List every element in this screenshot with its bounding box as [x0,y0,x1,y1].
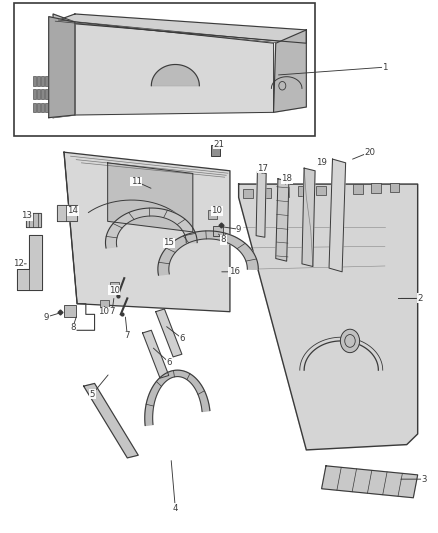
Polygon shape [57,205,77,221]
Text: 9: 9 [236,225,241,234]
Bar [316,185,326,195]
Bar [33,103,36,112]
Text: 8: 8 [221,236,226,245]
Bar [390,182,399,192]
Polygon shape [158,231,258,275]
Polygon shape [108,163,193,232]
Bar [261,188,271,198]
Text: 12: 12 [13,260,24,268]
Bar [64,305,76,317]
Text: 10: 10 [109,286,120,295]
Text: 8: 8 [70,323,75,332]
Text: 18: 18 [281,174,292,183]
Bar [37,103,40,112]
Text: 10: 10 [98,307,109,316]
Polygon shape [329,159,346,272]
Text: 15: 15 [163,238,174,247]
Bar [213,226,223,236]
Text: 21: 21 [213,140,225,149]
Polygon shape [143,330,169,378]
Circle shape [340,329,360,353]
Polygon shape [53,14,75,118]
Text: 16: 16 [229,268,240,276]
Polygon shape [49,17,75,118]
Text: 10: 10 [211,206,223,215]
Polygon shape [145,370,210,425]
Bar [371,183,381,193]
Polygon shape [106,208,197,248]
Polygon shape [239,184,418,450]
Bar [45,76,48,86]
Text: 14: 14 [67,206,78,215]
Bar [41,90,44,99]
Text: 1: 1 [382,63,388,71]
Text: 2: 2 [417,294,423,303]
Bar [243,189,253,198]
Polygon shape [151,64,199,86]
Bar [45,90,48,99]
Polygon shape [302,168,315,266]
Bar [33,90,36,99]
Text: 13: 13 [21,212,32,221]
Polygon shape [155,309,182,357]
Bar [37,76,40,86]
Bar [37,90,40,99]
Text: 4: 4 [173,504,178,513]
Bar [45,103,48,112]
Bar [211,146,220,156]
Text: 20: 20 [364,148,375,157]
Bar [298,187,307,196]
Polygon shape [84,383,138,458]
Polygon shape [53,14,306,43]
Text: 6: 6 [179,334,185,343]
Text: 17: 17 [257,164,268,173]
Bar [41,103,44,112]
Bar [353,184,363,193]
Polygon shape [256,172,266,237]
Bar [100,300,109,310]
Polygon shape [321,466,418,498]
Bar [14,3,315,136]
Polygon shape [274,30,306,112]
Bar [110,282,119,292]
Polygon shape [75,22,274,115]
Text: 7: 7 [124,331,130,340]
Polygon shape [276,179,289,261]
Text: 19: 19 [316,158,327,167]
Text: 6: 6 [166,358,172,367]
Polygon shape [17,235,42,290]
Bar [208,209,217,219]
Text: 5: 5 [90,390,95,399]
Text: 7: 7 [109,307,115,316]
Bar [335,185,344,195]
Bar [33,76,36,86]
Text: 9: 9 [44,312,49,321]
Polygon shape [64,152,230,312]
Text: 11: 11 [131,177,141,186]
Polygon shape [26,213,41,227]
Bar [41,76,44,86]
Bar [280,187,289,197]
Text: 3: 3 [421,475,427,483]
